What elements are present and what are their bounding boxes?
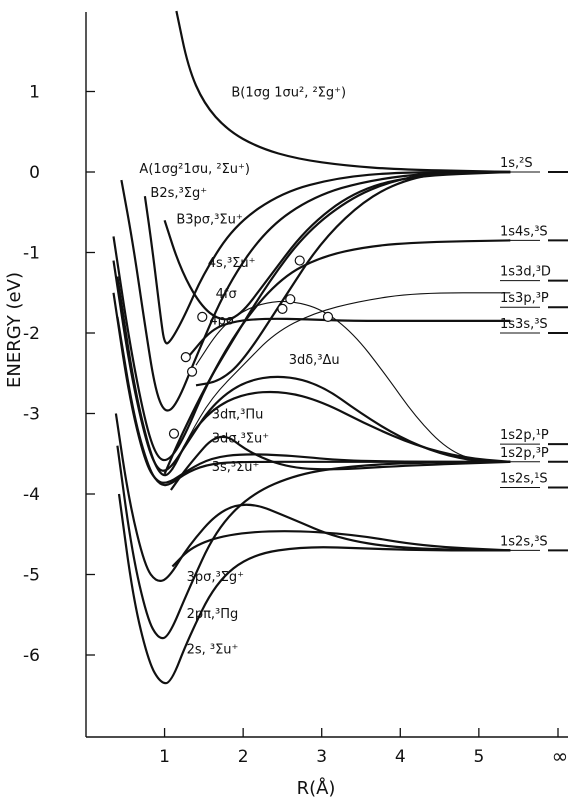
x-tick-label: 3	[316, 747, 327, 767]
crossing-marker	[168, 428, 180, 439]
curve-3	[143, 170, 511, 345]
curve-label: B2s,³Σg⁺	[150, 186, 207, 201]
curve-8	[187, 317, 511, 358]
curve-label: B(1σg 1σu², ²Σg⁺)	[231, 86, 346, 101]
y-tick-label: -5	[23, 566, 40, 586]
curve-4	[163, 170, 511, 321]
x-tick-label-infinity: ∞	[552, 744, 568, 768]
asymptote-label: 1s2p,¹P	[500, 428, 549, 443]
curve-label: 3pσ,³Σg⁺	[187, 570, 244, 585]
y-tick-label: 0	[29, 163, 40, 183]
curve-5	[112, 236, 511, 462]
asymptote-label: 1s,²S	[500, 156, 533, 171]
curve-label: 3dσ,³Σu⁺	[212, 432, 269, 447]
asymptote-labels: 1s,²S 1s4s,³S 1s3d,³D 1s3p,³P 1s3s,³S 1s2p,¹P…	[500, 156, 568, 552]
curve-10	[195, 170, 511, 387]
x-tick-label: 2	[238, 747, 249, 767]
crossing-markers	[168, 255, 334, 439]
crossing-marker	[294, 255, 305, 266]
curve-7	[195, 300, 511, 463]
asymptote-label: 1s2s,³S	[500, 534, 548, 549]
curve-1	[175, 10, 511, 174]
crossing-marker	[180, 352, 191, 363]
curve-label: 4s,³Σu⁺	[208, 256, 256, 271]
x-tick-label: 5	[473, 747, 484, 767]
curve-label: 4fσ	[216, 287, 237, 302]
curve-9	[163, 170, 511, 475]
axis-ticks: 1 0 -1 -2 -3 -4 -5 -6 1 2 3 4 5 ∞	[23, 83, 568, 769]
asymptote-label: 1s2p,³P	[500, 446, 549, 461]
y-axis-label: ENERGY (eV)	[4, 272, 25, 388]
y-tick-label: 1	[29, 83, 40, 103]
crossing-marker	[322, 311, 334, 322]
x-tick-label: 1	[159, 747, 170, 767]
x-axis-label: R(Å)	[297, 777, 336, 799]
curve-2	[120, 170, 511, 412]
curve-labels: B(1σg 1σu², ²Σg⁺) A(1σg²1σu, ²Σu⁺) B2s,³Σg…	[139, 86, 346, 658]
curves	[112, 10, 511, 685]
y-tick-label: -6	[23, 646, 40, 666]
curve-12	[116, 276, 511, 477]
curve-label: B3pσ,³Σu⁺	[176, 213, 242, 228]
y-tick-label: -2	[23, 324, 40, 344]
crossing-marker	[186, 366, 198, 377]
asymptote-label: 1s2s,¹S	[500, 472, 548, 487]
curve-label: 3s,³Σu⁺	[212, 460, 260, 475]
crossing-marker	[277, 303, 288, 314]
asymptote-label: 1s3s,³S	[500, 317, 548, 332]
curve-label: A(1σg²1σu, ²Σu⁺)	[139, 162, 250, 177]
curve-label: 2pπ,³Πg	[187, 607, 239, 622]
y-tick-label: -4	[23, 485, 40, 505]
curve-14	[116, 316, 511, 487]
curve-15	[170, 435, 511, 491]
curve-18	[116, 445, 511, 640]
asymptote-label: 1s3d,³D	[500, 265, 551, 280]
curve-label: 4pσ	[209, 313, 234, 328]
asymptote-label: 1s4s,³S	[500, 224, 548, 239]
y-tick-label: -1	[23, 244, 40, 264]
curve-label: 3dδ,³Δu	[289, 353, 340, 368]
curve-19	[117, 493, 511, 685]
curve-label: 3dπ,³Πu	[212, 408, 264, 423]
x-tick-label: 4	[395, 747, 406, 767]
y-tick-label: -3	[23, 405, 40, 425]
curve-17	[171, 530, 511, 568]
crossing-marker	[285, 294, 296, 305]
crossing-marker	[197, 311, 208, 322]
curve-label: 2s, ³Σu⁺	[187, 643, 239, 658]
plot-frame	[85, 12, 568, 738]
curve-16	[114, 413, 511, 582]
asymptote-label: 1s3p,³P	[500, 291, 549, 306]
